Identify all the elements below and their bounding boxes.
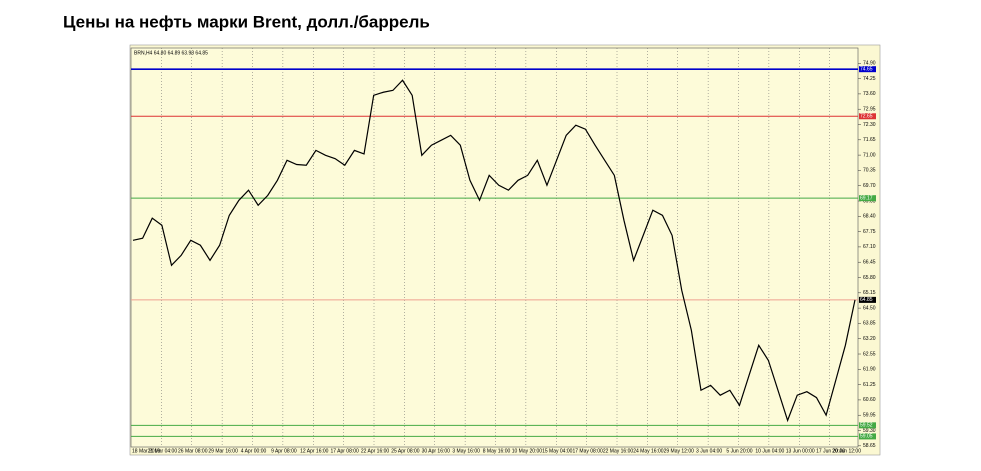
- y-tick-label: 72.95: [863, 107, 876, 113]
- x-tick-label: 24 May 16:00: [633, 448, 664, 454]
- chart-header: BRN,H4 64.80 64.89 63.98 64.85: [134, 50, 208, 56]
- y-tick-label: 67.10: [863, 244, 876, 250]
- y-tick-label: 72.30: [863, 122, 876, 128]
- y-tick-label: 65.15: [863, 290, 876, 296]
- x-tick-label: 22 May 16:00: [603, 448, 634, 454]
- x-tick-label: 17 Jun 20:00: [816, 448, 845, 454]
- y-tick-label: 60.60: [863, 397, 876, 403]
- y-tick-label: 63.20: [863, 336, 876, 342]
- x-tick-label: 30 Apr 16:00: [422, 448, 451, 454]
- y-tick-label: 58.65: [863, 443, 876, 449]
- plot-area: [130, 47, 859, 448]
- x-tick-label: 3 May 16:00: [452, 448, 480, 454]
- y-tick-label: 71.00: [863, 152, 876, 158]
- x-tick-label: 5 Jun 20:00: [726, 448, 752, 454]
- y-tick-label: 61.25: [863, 382, 876, 388]
- level-label: 59.52: [860, 423, 873, 429]
- x-tick-label: 10 May 20:00: [512, 448, 543, 454]
- level-box: [859, 422, 876, 429]
- x-tick-label: 29 May 12:00: [664, 448, 695, 454]
- level-box: [859, 296, 876, 303]
- level-label: 72.65: [860, 114, 873, 120]
- y-tick-label: 64.50: [863, 305, 876, 311]
- x-tick-label: 22 Apr 16:00: [361, 448, 390, 454]
- x-tick-label: 18 Mar 2019: [132, 448, 160, 454]
- y-tick-label: 68.40: [863, 214, 876, 220]
- level-label: 69.17: [860, 196, 873, 202]
- x-tick-label: 12 Apr 16:00: [300, 448, 329, 454]
- y-tick-label: 61.90: [863, 367, 876, 373]
- level-label: 64.85: [860, 297, 873, 303]
- x-tick-label: 17 Apr 08:00: [330, 448, 359, 454]
- y-tick-label: 62.55: [863, 351, 876, 357]
- y-tick-label: 67.75: [863, 229, 876, 235]
- x-tick-label: 13 Jun 00:00: [786, 448, 815, 454]
- level-box: [859, 66, 876, 73]
- y-tick-label: 74.25: [863, 76, 876, 82]
- x-tick-label: 15 May 04:00: [542, 448, 573, 454]
- y-tick-label: 71.65: [863, 137, 876, 143]
- x-tick-label: 25 Apr 08:00: [391, 448, 420, 454]
- x-tick-label: 21 Mar 04:00: [148, 448, 178, 454]
- y-tick-label: 59.30: [863, 428, 876, 434]
- x-tick-label: 9 Apr 08:00: [271, 448, 297, 454]
- chart-title: Цены на нефть марки Brent, долл./баррель: [63, 12, 430, 31]
- x-tick-label: 20 Jun 12:00: [832, 448, 861, 454]
- y-tick-label: 66.45: [863, 260, 876, 266]
- level-label: 74.65: [860, 67, 873, 73]
- level-box: [859, 195, 876, 202]
- price-line: [132, 79, 856, 423]
- y-tick-label: 69.70: [863, 183, 876, 189]
- level-label: 59.05: [860, 434, 873, 440]
- x-tick-label: 10 Jun 04:00: [755, 448, 784, 454]
- x-tick-label: 29 Mar 16:00: [208, 448, 238, 454]
- x-tick-label: 8 May 16:00: [483, 448, 511, 454]
- level-box: [859, 433, 876, 440]
- y-tick-label: 65.80: [863, 275, 876, 281]
- level-box: [859, 113, 876, 120]
- x-tick-label: 26 Mar 08:00: [178, 448, 208, 454]
- x-tick-label: 17 May 08:00: [572, 448, 603, 454]
- x-tick-label: 4 Apr 00:00: [241, 448, 267, 454]
- x-tick-label: 3 Jun 04:00: [696, 448, 722, 454]
- y-tick-label: 70.35: [863, 168, 876, 174]
- y-tick-label: 69.05: [863, 198, 876, 204]
- y-tick-label: 63.85: [863, 321, 876, 327]
- y-tick-label: 74.90: [863, 61, 876, 67]
- y-tick-label: 73.60: [863, 91, 876, 97]
- y-tick-label: 59.95: [863, 413, 876, 419]
